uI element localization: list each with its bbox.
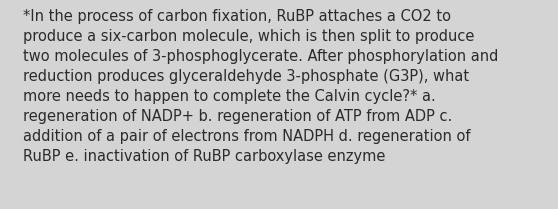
Text: *In the process of carbon fixation, RuBP attaches a CO2 to
produce a six-carbon : *In the process of carbon fixation, RuBP… [23, 9, 498, 164]
